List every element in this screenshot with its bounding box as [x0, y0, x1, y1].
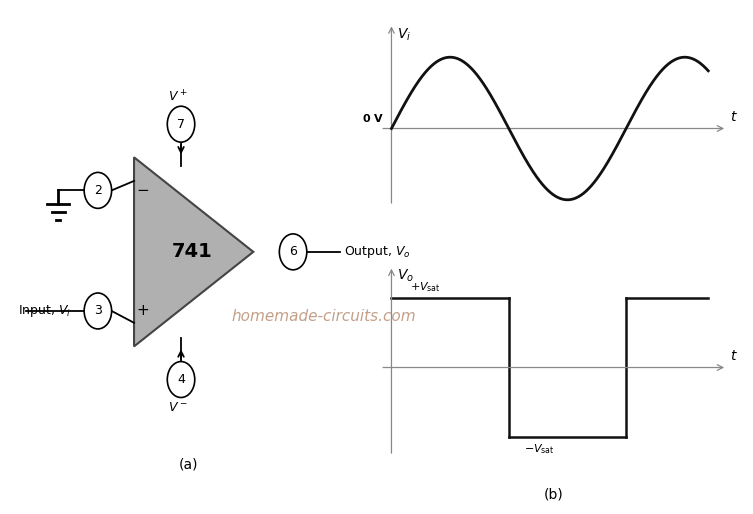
Text: 741: 741 [172, 243, 212, 261]
Text: $t$: $t$ [730, 348, 738, 363]
Text: Output, $V_o$: Output, $V_o$ [343, 244, 410, 260]
Text: 6: 6 [289, 245, 297, 259]
Circle shape [84, 293, 111, 329]
Text: $t$: $t$ [730, 109, 738, 123]
Text: (b): (b) [544, 487, 563, 501]
Text: 4: 4 [177, 373, 185, 386]
Text: homemade-circuits.com: homemade-circuits.com [231, 308, 416, 324]
Text: 7: 7 [177, 118, 185, 131]
Text: $+V_{\mathsf{sat}}$: $+V_{\mathsf{sat}}$ [410, 280, 441, 293]
Text: $-V_{\mathsf{sat}}$: $-V_{\mathsf{sat}}$ [524, 442, 554, 456]
Circle shape [279, 234, 306, 270]
Text: $\mathbf{0\ V}$: $\mathbf{0\ V}$ [362, 112, 384, 123]
Text: 3: 3 [94, 304, 102, 318]
Text: −: − [137, 183, 149, 198]
Text: 2: 2 [94, 184, 102, 197]
Circle shape [167, 361, 195, 397]
Text: $V^+$: $V^+$ [168, 89, 187, 104]
Text: $V_i$: $V_i$ [397, 27, 411, 43]
Circle shape [167, 106, 195, 142]
Text: Input, $V_i$: Input, $V_i$ [18, 303, 72, 319]
Polygon shape [134, 157, 253, 346]
Text: $V_o$: $V_o$ [397, 268, 414, 284]
Text: (a): (a) [178, 457, 198, 472]
Circle shape [84, 172, 111, 208]
Text: +: + [137, 303, 149, 319]
Text: $V^-$: $V^-$ [168, 401, 187, 414]
